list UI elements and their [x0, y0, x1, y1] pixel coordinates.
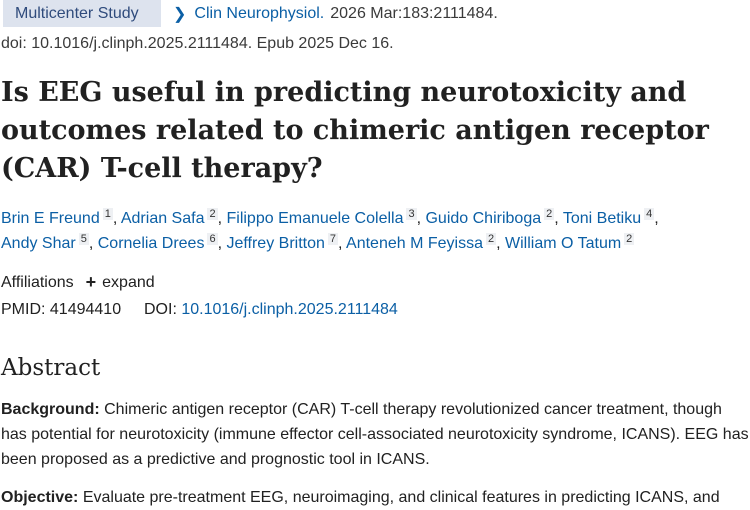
author-item: Andy Shar 5, — [1, 233, 98, 252]
author-item: Adrian Safa 2, — [120, 208, 227, 227]
affiliation-number[interactable]: 2 — [624, 233, 635, 245]
author-link[interactable]: Toni Betiku — [562, 210, 642, 227]
affiliation-number[interactable]: 6 — [207, 233, 218, 245]
objective-label: Objective: — [1, 489, 79, 506]
affiliation-number[interactable]: 5 — [78, 233, 89, 245]
journal-citation: ❯ Clin Neurophysiol. 2026 Mar:183:211148… — [173, 4, 498, 24]
author-link[interactable]: Brin E Freund — [1, 210, 100, 227]
plus-icon: + — [85, 272, 97, 292]
author-item: Brin E Freund 1, — [1, 208, 121, 227]
author-item: William O Tatum 2 — [505, 233, 635, 252]
expand-affiliations-button[interactable]: + expand — [86, 272, 155, 293]
author-link[interactable]: William O Tatum — [505, 235, 622, 252]
pmid-label: PMID: — [1, 301, 46, 318]
author-item: Guido Chiriboga 2, — [425, 208, 563, 227]
author-list: Brin E Freund 1, Adrian Safa 2, Filippo Em… — [1, 206, 746, 256]
author-link[interactable]: Guido Chiriboga — [425, 210, 542, 227]
author-separator: , — [217, 235, 227, 252]
author-item: Cornelia Drees 6, — [97, 233, 227, 252]
doi-epub-line: doi: 10.1016/j.clinph.2025.2111484. Epub… — [1, 35, 394, 52]
author-separator: , — [416, 210, 426, 227]
affiliation-number[interactable]: 4 — [644, 208, 655, 220]
author-separator: , — [496, 235, 505, 252]
background-text: Chimeric antigen receptor (CAR) T-cell t… — [1, 401, 749, 468]
author-separator: , — [654, 210, 659, 227]
author-item: Anteneh M Feyissa 2, — [346, 233, 505, 252]
abstract-heading: Abstract — [1, 355, 101, 381]
author-link[interactable]: Filippo Emanuele Colella — [226, 210, 404, 227]
objective-text: Evaluate pre-treatment EEG, neuroimaging… — [82, 489, 720, 506]
abstract-objective: Objective: Evaluate pre-treatment EEG, n… — [1, 485, 749, 510]
identifiers-row: PMID: 41494410 DOI: 10.1016/j.clinph.202… — [1, 301, 398, 319]
author-separator: , — [88, 235, 98, 252]
affiliation-number[interactable]: 2 — [544, 208, 555, 220]
affiliation-number[interactable]: 2 — [485, 233, 497, 245]
author-separator: , — [217, 210, 227, 227]
affiliation-number[interactable]: 1 — [102, 208, 113, 220]
author-item: Toni Betiku 4, — [562, 208, 659, 227]
pmid-value: 41494410 — [49, 301, 122, 318]
expand-label: expand — [102, 273, 155, 291]
author-separator: , — [338, 235, 347, 252]
author-separator: , — [554, 210, 563, 227]
affiliations-label: Affiliations — [1, 273, 74, 291]
author-item: Filippo Emanuele Colella 3, — [226, 208, 426, 227]
doi-link[interactable]: 10.1016/j.clinph.2025.2111484 — [181, 301, 398, 318]
citation-text: 2026 Mar:183:2111484. — [330, 5, 498, 22]
author-link[interactable]: Adrian Safa — [120, 210, 205, 227]
author-link[interactable]: Cornelia Drees — [97, 235, 205, 252]
author-link[interactable]: Jeffrey Britton — [226, 235, 325, 252]
author-item: Jeffrey Britton 7, — [226, 233, 347, 252]
publication-type-badge[interactable]: Multicenter Study — [3, 0, 161, 27]
affiliation-number[interactable]: 3 — [406, 208, 417, 220]
journal-link[interactable]: Clin Neurophysiol. — [194, 5, 325, 22]
abstract-background: Background: Chimeric antigen receptor (C… — [1, 397, 749, 472]
article-title: Is EEG useful in predicting neurotoxicit… — [1, 77, 709, 184]
doi-label: DOI: — [144, 301, 177, 318]
affiliation-number[interactable]: 7 — [327, 233, 339, 245]
chevron-right-icon: ❯ — [173, 6, 187, 23]
publication-type-label: Multicenter Study — [15, 4, 139, 22]
affiliations-row: Affiliations + expand — [1, 272, 155, 293]
author-link[interactable]: Anteneh M Feyissa — [346, 235, 483, 252]
author-separator: , — [112, 210, 121, 227]
background-label: Background: — [1, 401, 100, 418]
affiliation-number[interactable]: 2 — [207, 208, 218, 220]
author-link[interactable]: Andy Shar — [1, 235, 76, 252]
